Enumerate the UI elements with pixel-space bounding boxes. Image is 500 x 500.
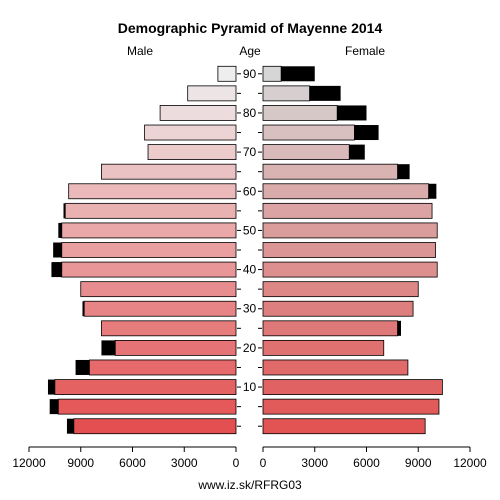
age-tick-label: 40 [243,263,257,277]
male-bar-30-34 [83,300,237,317]
female-bar-60-64 [262,183,430,200]
female-bar-90+ [262,65,282,82]
male-bar-10-14 [54,379,237,395]
male-x-tick-label: 12000 [12,456,46,470]
female-bars [262,65,443,435]
female-bar-45-49 [262,242,436,258]
male-bar-75-79 [144,124,237,141]
female-bar-65-69 [262,163,398,180]
female-bar-25-29 [262,320,398,337]
female-bar-15-19 [262,359,409,376]
female-bar-35-39 [262,281,419,298]
female-x-tick-label: 9000 [405,456,432,470]
female-label: Female [345,44,385,58]
male-excess-55-59 [63,203,66,219]
male-bar-70-74 [147,144,237,161]
female-bar-55-59 [262,202,433,219]
female-x-axis: 0 3000 6000 9000 12000 [260,446,487,470]
male-bar-15-19 [88,359,237,376]
male-x-axis: 12000 9000 6000 3000 0 [12,446,240,470]
age-tick-label: 10 [243,380,257,394]
male-bar-60-64 [68,183,237,200]
male-bar-80-84 [159,105,237,121]
female-bar-70-74 [262,144,350,161]
female-bar-30-34 [262,300,414,317]
female-bar-20-24 [262,339,385,356]
male-label: Male [127,44,153,58]
male-excess-10-14 [47,379,55,395]
age-tick-label: 30 [243,302,257,316]
male-bar-5-9 [57,398,237,415]
male-x-tick-label: 3000 [171,456,198,470]
female-bar-40-44 [262,261,438,278]
female-bar-75-79 [262,124,355,141]
male-x-tick-label: 0 [233,456,240,470]
male-excess-5-9 [49,399,59,415]
age-tick-label: 90 [243,67,257,81]
age-tick-label: 80 [243,106,257,120]
male-bar-90+ [217,65,237,82]
chart-title: Demographic Pyramid of Mayenne 2014 [118,20,383,36]
male-excess-40-44 [51,262,62,278]
female-x-tick-label: 6000 [353,456,380,470]
female-bar-50-54 [262,222,438,239]
male-bar-50-54 [61,222,237,239]
age-tick-label: 60 [243,184,257,198]
female-excess-80-84 [337,105,367,121]
female-excess-70-74 [349,144,365,160]
female-excess-90+ [281,66,315,82]
male-bar-55-59 [64,202,237,219]
male-excess-0-4 [66,418,74,434]
male-bar-20-24 [114,339,237,356]
male-bar-40-44 [61,261,237,278]
male-excess-20-24 [101,340,116,356]
male-bars [47,65,237,435]
age-tick-label: 20 [243,341,257,355]
male-excess-15-19 [75,359,90,375]
female-x-tick-label: 0 [260,456,267,470]
male-bar-45-49 [61,242,237,258]
age-tick-label: 70 [243,145,257,159]
female-bar-10-14 [262,379,443,395]
male-excess-30-34 [82,301,85,317]
female-bar-80-84 [262,105,338,121]
male-bar-65-69 [101,163,237,180]
male-excess-45-49 [53,242,62,258]
female-excess-75-79 [354,125,379,141]
male-bar-0-4 [73,418,237,435]
age-tick-label: 50 [243,223,257,237]
male-x-tick-label: 9000 [67,456,94,470]
male-excess-50-54 [58,222,62,238]
age-axis: 10 20 30 40 50 60 70 80 90 [237,67,262,427]
male-x-tick-label: 6000 [119,456,146,470]
male-bar-25-29 [101,320,237,337]
female-bar-85-89 [262,85,310,102]
female-excess-85-89 [309,85,341,101]
female-excess-60-64 [428,183,437,199]
female-bar-0-4 [262,418,426,435]
female-bar-5-9 [262,398,440,415]
age-label: Age [239,44,261,58]
male-bar-35-39 [80,281,237,298]
female-excess-25-29 [397,320,401,336]
female-x-tick-label: 12000 [453,456,487,470]
footer-source: www.iz.sk/RFRG03 [197,478,302,492]
female-excess-65-69 [397,164,410,180]
female-x-tick-label: 3000 [301,456,328,470]
male-bar-85-89 [187,85,237,102]
